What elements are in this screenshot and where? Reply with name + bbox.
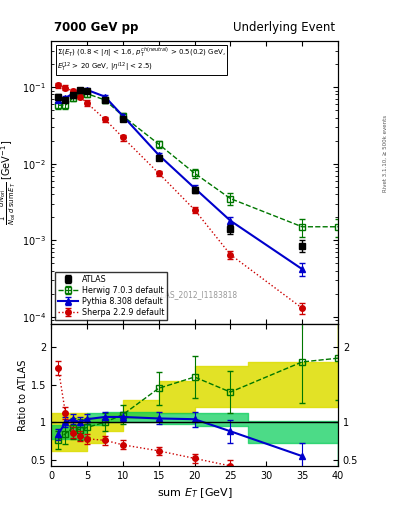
Text: Underlying Event: Underlying Event [233, 21, 335, 34]
Text: $\Sigma(E_T)$ (0.8 < |$\eta$| < 1.6, $p_T^{ch(neutral)}$ > 0.5(0.2) GeV,
$E_T^{l: $\Sigma(E_T)$ (0.8 < |$\eta$| < 1.6, $p_… [57, 45, 226, 74]
Y-axis label: Ratio to ATLAS: Ratio to ATLAS [18, 359, 28, 431]
Legend: ATLAS, Herwig 7.0.3 default, Pythia 8.308 default, Sherpa 2.2.9 default: ATLAS, Herwig 7.0.3 default, Pythia 8.30… [55, 272, 167, 320]
X-axis label: sum $E_T$ [GeV]: sum $E_T$ [GeV] [157, 486, 232, 500]
Text: ATLAS_2012_I1183818: ATLAS_2012_I1183818 [151, 290, 238, 299]
Text: 7000 GeV pp: 7000 GeV pp [54, 21, 138, 34]
Text: Rivet 3.1.10, ≥ 500k events: Rivet 3.1.10, ≥ 500k events [383, 115, 388, 192]
Y-axis label: $\frac{1}{N_\mathrm{ori}}\frac{dN_\mathrm{ori}}{d\,\mathrm{sum}\,E_T}$ [GeV$^{-1: $\frac{1}{N_\mathrm{ori}}\frac{dN_\mathr… [0, 140, 18, 225]
